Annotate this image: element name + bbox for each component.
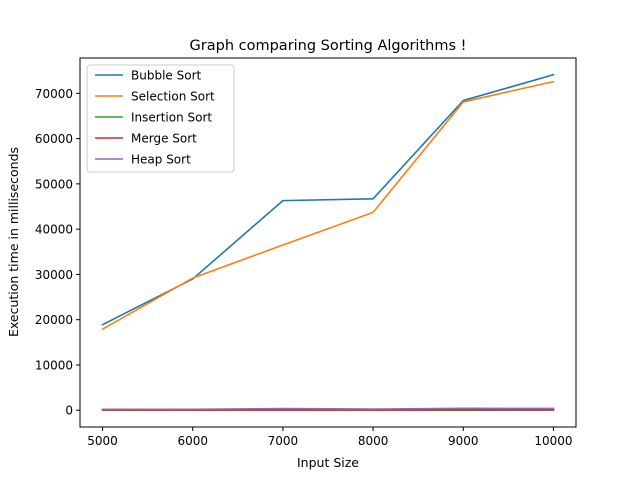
legend-label: Heap Sort bbox=[131, 153, 191, 167]
legend-label: Selection Sort bbox=[131, 90, 215, 104]
x-axis: 5000 6000 7000 8000 9000 10000 bbox=[87, 427, 573, 448]
y-tick-label: 0 bbox=[65, 404, 73, 418]
y-tick-label: 70000 bbox=[35, 87, 73, 101]
series-layer bbox=[101, 73, 555, 411]
legend-box bbox=[86, 64, 235, 173]
legend-items: Bubble Sort Selection Sort Insertion Sort M… bbox=[95, 69, 215, 167]
y-tick-label: 40000 bbox=[35, 223, 73, 237]
legend-label: Merge Sort bbox=[131, 132, 197, 146]
x-tick-label: 6000 bbox=[177, 434, 208, 448]
y-tick-label: 10000 bbox=[35, 358, 73, 372]
y-axis: 0 10000 20000 30000 40000 50000 60000 70000 bbox=[35, 87, 80, 418]
y-tick-label: 20000 bbox=[35, 313, 73, 327]
y-tick-label: 60000 bbox=[35, 132, 73, 146]
series-line-heap-sort bbox=[101, 407, 555, 411]
x-tick-label: 10000 bbox=[534, 434, 572, 448]
y-tick-label: 50000 bbox=[35, 177, 73, 191]
y-axis-label: Execution time in milliseconds bbox=[6, 147, 21, 337]
plot-area bbox=[79, 57, 577, 428]
x-tick-label: 5000 bbox=[87, 434, 118, 448]
x-tick-label: 8000 bbox=[358, 434, 389, 448]
legend-label: Bubble Sort bbox=[131, 69, 201, 83]
x-axis-label: Input Size bbox=[297, 455, 359, 470]
x-tick-label: 9000 bbox=[448, 434, 479, 448]
plot-frame bbox=[79, 57, 577, 428]
y-tick-label: 30000 bbox=[35, 268, 73, 282]
series-line-selection-sort bbox=[101, 80, 555, 331]
legend: Bubble Sort Selection Sort Insertion Sort M… bbox=[86, 64, 235, 173]
chart-title: Graph comparing Sorting Algorithms ! bbox=[190, 38, 467, 54]
legend-label: Insertion Sort bbox=[131, 111, 212, 125]
x-tick-label: 7000 bbox=[268, 434, 299, 448]
